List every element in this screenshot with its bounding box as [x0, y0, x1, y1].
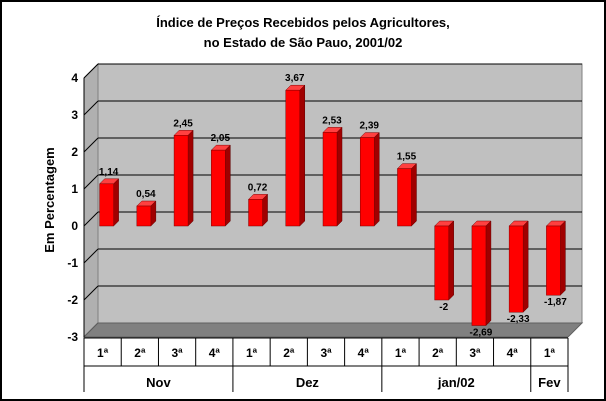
- gridline-diagonal: [83, 248, 99, 264]
- category-label: 4ª: [507, 346, 519, 360]
- bar: [285, 89, 301, 227]
- y-tick-label: 4: [71, 71, 78, 85]
- data-label: 2,05: [211, 133, 231, 144]
- data-label: 0,72: [248, 182, 268, 193]
- gridline-diagonal: [83, 63, 99, 79]
- bar-side: [411, 163, 417, 227]
- data-label: -2,33: [507, 314, 530, 325]
- gridline-diagonal: [83, 211, 99, 227]
- category-label: 3ª: [469, 346, 481, 360]
- bar-side: [522, 220, 529, 313]
- plot-area: 4 3 2 1 0 -1 -2 -3 1,14 0,54 2,45 2,05 0,72 3,67 2,53 2…: [67, 62, 584, 392]
- bar: [359, 137, 375, 227]
- y-tick-label: 0: [71, 219, 78, 233]
- gridline-diagonal: [83, 174, 99, 190]
- group-label: jan/02: [437, 375, 475, 390]
- y-tick-label: 3: [71, 108, 78, 122]
- y-axis-label: Em Percentagem: [42, 147, 57, 253]
- category-label: 2ª: [432, 346, 444, 360]
- bar-side: [262, 193, 268, 227]
- category-label: 1ª: [246, 346, 258, 360]
- bar-side: [187, 129, 194, 227]
- bar: [99, 183, 114, 227]
- bar-side: [373, 131, 380, 227]
- bar: [136, 205, 152, 227]
- bar: [508, 225, 524, 313]
- bar-side: [485, 220, 492, 327]
- bar: [322, 132, 338, 227]
- data-label: 1,14: [99, 167, 119, 178]
- bar-side: [225, 144, 231, 227]
- category-label: 3ª: [320, 346, 332, 360]
- data-label: -1,87: [544, 297, 567, 308]
- data-label: 1,55: [397, 152, 417, 163]
- data-label: -2,69: [470, 328, 493, 339]
- category-label: 1ª: [544, 346, 556, 360]
- chart-title-line1: Índice de Preços Recebidos pelos Agricul…: [156, 15, 450, 30]
- category-label: 2ª: [283, 346, 295, 360]
- bar: [248, 199, 263, 227]
- group-label: Fev: [538, 375, 561, 390]
- category-label: 1ª: [395, 346, 407, 360]
- bar-side: [560, 220, 566, 296]
- y-tick-label: 1: [71, 182, 78, 196]
- data-label: -2: [439, 302, 448, 313]
- bar: [546, 225, 561, 296]
- category-label: 2ª: [134, 346, 146, 360]
- y-tick-label: -1: [67, 256, 78, 270]
- data-label: 3,67: [285, 73, 305, 84]
- bar: [397, 168, 412, 227]
- bar: [471, 225, 487, 326]
- bar-side: [448, 220, 454, 301]
- category-label: 4ª: [358, 346, 370, 360]
- floor: [82, 322, 584, 338]
- category-label: 4ª: [209, 346, 221, 360]
- chart-title-line2: no Estado de São Pauo, 2001/02: [204, 35, 403, 50]
- group-label: Nov: [146, 375, 171, 390]
- bar: [434, 225, 449, 301]
- gridline-diagonal: [83, 137, 99, 153]
- y-tick-label: -3: [67, 330, 78, 344]
- bar: [211, 149, 226, 227]
- data-label: 2,39: [359, 121, 379, 132]
- bar-side: [113, 178, 119, 227]
- data-label: 0,54: [136, 189, 156, 200]
- category-label: 1ª: [97, 346, 109, 360]
- bar: [173, 135, 189, 227]
- data-label: 2,53: [322, 115, 342, 126]
- y-tick-label: 2: [71, 145, 78, 159]
- y-tick-label: -2: [67, 293, 78, 307]
- group-label: Dez: [296, 375, 320, 390]
- side-wall: [83, 62, 99, 339]
- data-label: 2,45: [173, 118, 193, 129]
- category-label: 3ª: [172, 346, 184, 360]
- bar-side: [299, 84, 306, 227]
- bar-side: [336, 126, 343, 227]
- gridline-diagonal: [83, 285, 99, 301]
- gridline-diagonal: [83, 100, 99, 116]
